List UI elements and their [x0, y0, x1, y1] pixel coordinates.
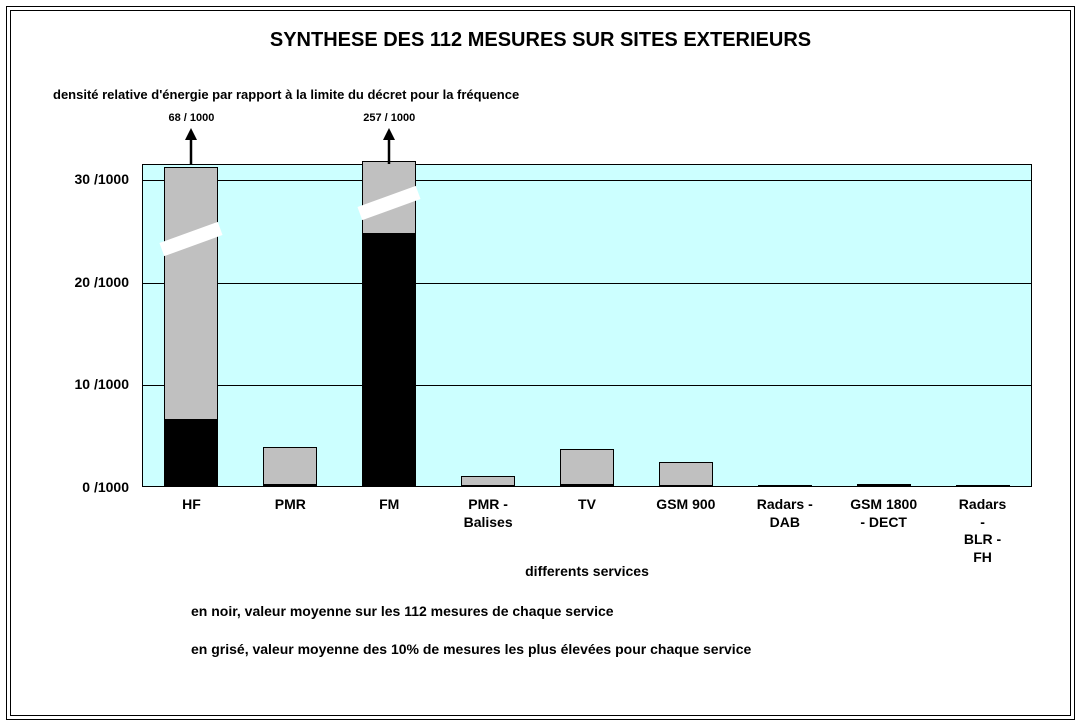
x-tick-label-pmrbalises: PMR - Balises [464, 496, 513, 531]
bar-gray-tv [560, 449, 614, 487]
bar-black-pmrbalises [461, 485, 515, 487]
chart-title: SYNTHESE DES 112 MESURES SUR SITES EXTER… [11, 29, 1070, 52]
overflow-label-fm: 257 / 1000 [363, 112, 415, 124]
outer-frame: SYNTHESE DES 112 MESURES SUR SITES EXTER… [6, 6, 1075, 720]
y-tick-label: 0 /1000 [82, 479, 129, 495]
bar-gray-gsm900 [659, 462, 713, 487]
legend-black: en noir, valeur moyenne sur les 112 mesu… [191, 603, 614, 619]
bar-black-gsm1800 [857, 485, 911, 487]
x-axis-title: differents services [142, 563, 1032, 579]
x-tick-label-fm: FM [379, 496, 399, 514]
bar-black-hf [164, 419, 218, 487]
bar-black-radarsdab [758, 485, 812, 487]
bar-gray-pmr [263, 447, 317, 487]
bar-black-radarsblr [956, 485, 1010, 487]
bar-black-gsm900 [659, 485, 713, 487]
x-tick-label-hf: HF [182, 496, 201, 514]
x-tick-label-radarsdab: Radars - DAB [757, 496, 813, 531]
overflow-arrow-hf [182, 128, 200, 169]
y-tick-label: 20 /1000 [75, 274, 130, 290]
chart-container: SYNTHESE DES 112 MESURES SUR SITES EXTER… [11, 11, 1070, 715]
inner-frame: SYNTHESE DES 112 MESURES SUR SITES EXTER… [10, 10, 1071, 716]
bars-layer [142, 164, 1032, 487]
bar-black-tv [560, 484, 614, 487]
y-tick-label: 10 /1000 [75, 376, 130, 392]
x-tick-label-pmr: PMR [275, 496, 306, 514]
x-tick-label-gsm900: GSM 900 [656, 496, 715, 514]
x-tick-label-tv: TV [578, 496, 596, 514]
y-axis-description: densité relative d'énergie par rapport à… [53, 87, 519, 102]
x-tick-label-gsm1800: GSM 1800 - DECT [850, 496, 917, 531]
x-tick-label-radarsblr: Radars - BLR - FH [958, 496, 1007, 566]
legend-gray: en grisé, valeur moyenne des 10% de mesu… [191, 641, 751, 657]
overflow-label-hf: 68 / 1000 [169, 112, 215, 124]
y-tick-label: 30 /1000 [75, 171, 130, 187]
x-axis-labels: HF PMR FM PMR - Balises TV GSM 900 Radars - DA… [142, 496, 1032, 556]
bar-black-fm [362, 233, 416, 487]
bar-black-pmr [263, 484, 317, 487]
y-axis-labels: 0 /100010 /100020 /100030 /1000 [11, 164, 137, 487]
overflow-arrow-fm [380, 128, 398, 169]
